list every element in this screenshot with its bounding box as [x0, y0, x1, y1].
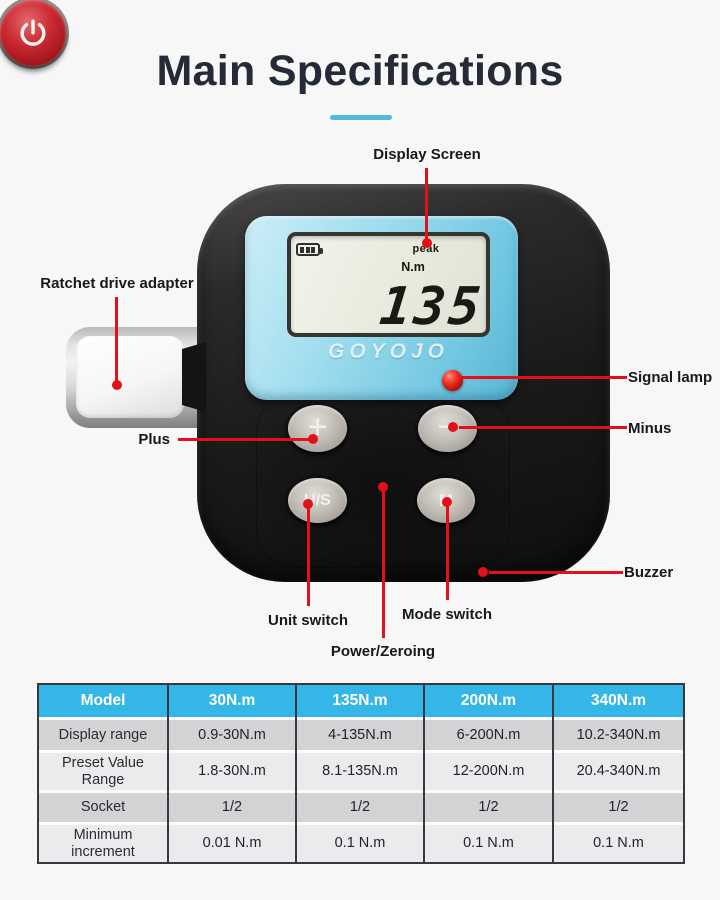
- callout-dot-power-zeroing: [378, 482, 388, 492]
- callout-line-ratchet: [115, 297, 118, 382]
- lcd-value: 135: [376, 277, 487, 337]
- power-button: [0, 0, 66, 66]
- table-column-30nm: 30N.m 0.9-30N.m 1.8-30N.m 1/2 0.01 N.m: [169, 685, 297, 862]
- table-column-model: Model Display range Preset Value Range S…: [39, 685, 169, 862]
- table-cell: 0.01 N.m: [169, 825, 295, 862]
- table-cell: 1/2: [297, 793, 423, 822]
- table-cell: 12-200N.m: [425, 753, 552, 790]
- callout-label-signal-lamp: Signal lamp: [628, 369, 713, 386]
- table-cell: 0.9-30N.m: [169, 720, 295, 750]
- callout-dot-ratchet: [112, 380, 122, 390]
- callout-line-power-zeroing: [382, 490, 385, 638]
- callout-label-display-screen: Display Screen: [373, 146, 481, 163]
- table-column-340nm: 340N.m 10.2-340N.m 20.4-340N.m 1/2 0.1 N…: [554, 685, 683, 862]
- unit-switch-button: U/S: [288, 478, 347, 523]
- table-cell: 4-135N.m: [297, 720, 423, 750]
- signal-lamp: [442, 370, 463, 391]
- callout-line-display-screen: [425, 168, 428, 240]
- callout-line-plus: [178, 438, 314, 441]
- callout-dot-buzzer: [478, 567, 488, 577]
- power-icon: [20, 19, 46, 46]
- callout-label-unit-switch: Unit switch: [267, 612, 348, 629]
- lcd-unit-label: N.m: [401, 260, 425, 274]
- callout-dot-minus: [448, 422, 458, 432]
- callout-line-buzzer: [489, 571, 623, 574]
- table-cell: 8.1-135N.m: [297, 753, 423, 790]
- table-header-cell: 200N.m: [425, 685, 552, 717]
- ratchet-adapter-tip: [182, 342, 206, 412]
- title-underline: [330, 115, 392, 120]
- minus-button-glyph: −: [438, 410, 458, 444]
- lcd-peak-label: peak: [412, 243, 440, 255]
- callout-dot-mode-switch: [442, 497, 452, 507]
- table-cell: 1.8-30N.m: [169, 753, 295, 790]
- callout-label-plus: Plus: [138, 431, 170, 448]
- battery-icon: [296, 243, 323, 256]
- table-cell: 0.1 N.m: [425, 825, 552, 862]
- table-cell: 0.1 N.m: [297, 825, 423, 862]
- table-cell: 10.2-340N.m: [554, 720, 683, 750]
- page-title: Main Specifications: [156, 47, 564, 95]
- table-cell: 1/2: [554, 793, 683, 822]
- table-header-cell: 340N.m: [554, 685, 683, 717]
- front-panel: peak N.m 135 GOYOJO: [245, 216, 518, 400]
- callout-label-ratchet: Ratchet drive adapter: [40, 275, 194, 292]
- table-cell: 0.1 N.m: [554, 825, 683, 862]
- plus-button: +: [288, 405, 347, 452]
- spec-table: Model Display range Preset Value Range S…: [37, 683, 685, 864]
- table-row-label: Socket: [39, 793, 167, 822]
- table-header-cell: 30N.m: [169, 685, 295, 717]
- callout-dot-unit-switch: [303, 499, 313, 509]
- lcd-screen: peak N.m 135: [287, 232, 490, 337]
- table-row-label: Minimum increment: [39, 825, 167, 862]
- callout-line-signal-lamp: [461, 376, 627, 379]
- table-header-cell: Model: [39, 685, 167, 717]
- table-cell: 1/2: [425, 793, 552, 822]
- callout-line-mode-switch: [446, 505, 449, 600]
- callout-line-minus: [459, 426, 627, 429]
- table-row-label: Preset Value Range: [39, 753, 167, 790]
- minus-button: −: [418, 405, 477, 452]
- callout-label-buzzer: Buzzer: [624, 564, 674, 581]
- table-cell: 20.4-340N.m: [554, 753, 683, 790]
- table-cell: 1/2: [169, 793, 295, 822]
- callout-label-power-zeroing: Power/Zeroing: [330, 643, 436, 660]
- ratchet-adapter-face: [76, 336, 184, 418]
- table-header-cell: 135N.m: [297, 685, 423, 717]
- table-column-135nm: 135N.m 4-135N.m 8.1-135N.m 1/2 0.1 N.m: [297, 685, 425, 862]
- callout-dot-display-screen: [422, 238, 432, 248]
- table-cell: 6-200N.m: [425, 720, 552, 750]
- callout-label-mode-switch: Mode switch: [401, 606, 492, 623]
- table-column-200nm: 200N.m 6-200N.m 12-200N.m 1/2 0.1 N.m: [425, 685, 554, 862]
- callout-line-unit-switch: [307, 506, 310, 606]
- brand-logo: GOYOJO: [327, 340, 450, 363]
- table-row-label: Display range: [39, 720, 167, 750]
- callout-label-minus: Minus: [628, 420, 672, 437]
- callout-dot-plus: [308, 434, 318, 444]
